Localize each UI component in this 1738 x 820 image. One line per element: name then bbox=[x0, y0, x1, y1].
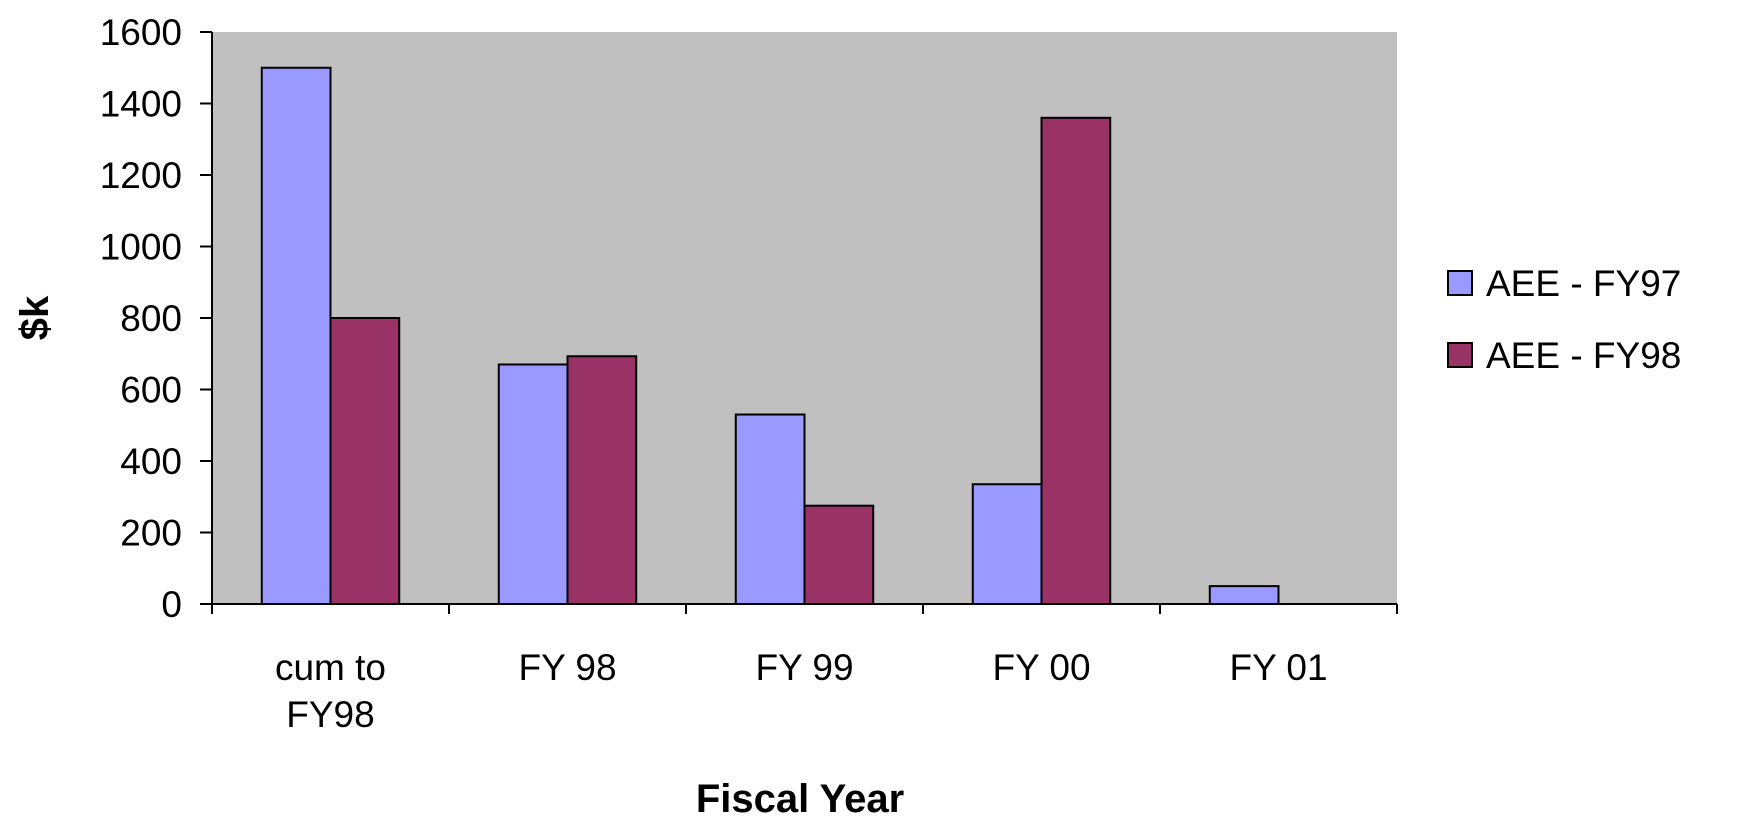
bars-group bbox=[260, 66, 1280, 606]
x-ticks-group: cum to FY98 FY 98 FY 99 FY 00 FY 01 bbox=[211, 604, 1398, 735]
x-category-label: FY 98 bbox=[518, 647, 616, 688]
bar-series-2 bbox=[1040, 116, 1112, 606]
legend-label: AEE - FY97 bbox=[1486, 263, 1681, 304]
y-tick-label: 0 bbox=[161, 584, 182, 625]
y-tick-label: 600 bbox=[120, 370, 182, 411]
bar-series-1 bbox=[971, 483, 1043, 605]
x-category-label: FY 99 bbox=[755, 647, 853, 688]
y-tick-label: 1000 bbox=[100, 227, 182, 268]
bar-series-2 bbox=[566, 355, 638, 605]
legend-swatch bbox=[1447, 270, 1473, 296]
y-tick-label: 800 bbox=[120, 298, 182, 339]
y-ticks-group: 0 200 400 600 800 1000 1200 1400 1600 bbox=[100, 12, 212, 625]
bar-series-1 bbox=[497, 363, 569, 605]
y-tick-label: 1400 bbox=[100, 84, 182, 125]
legend: AEE - FY97 AEE - FY98 bbox=[1447, 263, 1681, 376]
bar-series-2 bbox=[329, 317, 401, 605]
bar-series-2 bbox=[803, 504, 875, 605]
bar-series-1 bbox=[1208, 585, 1280, 605]
y-tick-label: 400 bbox=[120, 441, 182, 482]
x-category-label: cum to FY98 bbox=[275, 647, 386, 735]
y-axis-title: $k bbox=[13, 295, 57, 340]
y-tick-label: 1600 bbox=[100, 12, 182, 53]
legend-label: AEE - FY98 bbox=[1486, 335, 1681, 376]
x-category-label: FY 00 bbox=[992, 647, 1090, 688]
y-tick-label: 1200 bbox=[100, 155, 182, 196]
y-tick-label: 200 bbox=[120, 513, 182, 554]
bar-series-1 bbox=[260, 66, 332, 605]
bar-series-1 bbox=[734, 413, 806, 605]
x-category-label: FY 01 bbox=[1229, 647, 1327, 688]
legend-swatch bbox=[1447, 342, 1473, 368]
x-axis-title: Fiscal Year bbox=[696, 777, 904, 820]
